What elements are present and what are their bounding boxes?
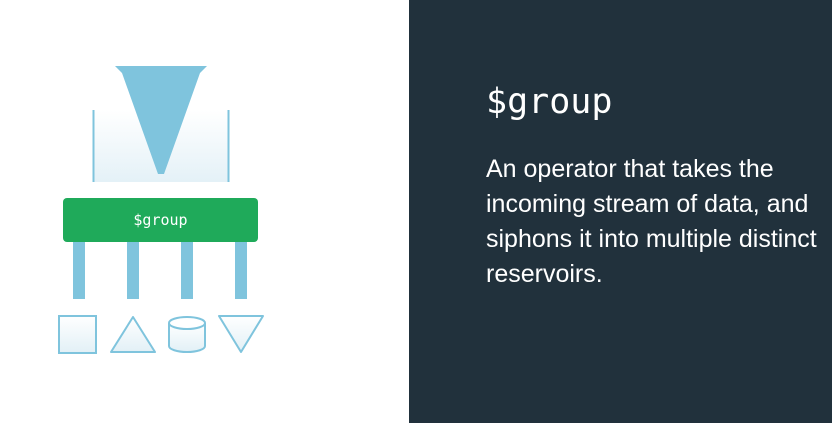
cylinder-icon	[168, 316, 206, 353]
text-panel	[409, 0, 832, 423]
output-pipe-2	[127, 242, 139, 299]
slide-title: $group	[486, 82, 613, 122]
output-pipe-1	[73, 242, 85, 299]
group-operator-box: $group	[63, 198, 258, 242]
square-icon	[58, 315, 97, 354]
output-pipe-3	[181, 242, 193, 299]
slide-description: An operator that takes the incoming stre…	[486, 155, 817, 288]
group-diagram	[58, 66, 264, 354]
diagram-panel: $group	[0, 0, 409, 423]
group-operator-label: $group	[133, 211, 188, 229]
inverted-triangle-icon	[218, 315, 264, 353]
input-arrow-icon	[115, 66, 207, 174]
output-pipe-4	[235, 242, 247, 299]
triangle-icon	[110, 316, 156, 353]
